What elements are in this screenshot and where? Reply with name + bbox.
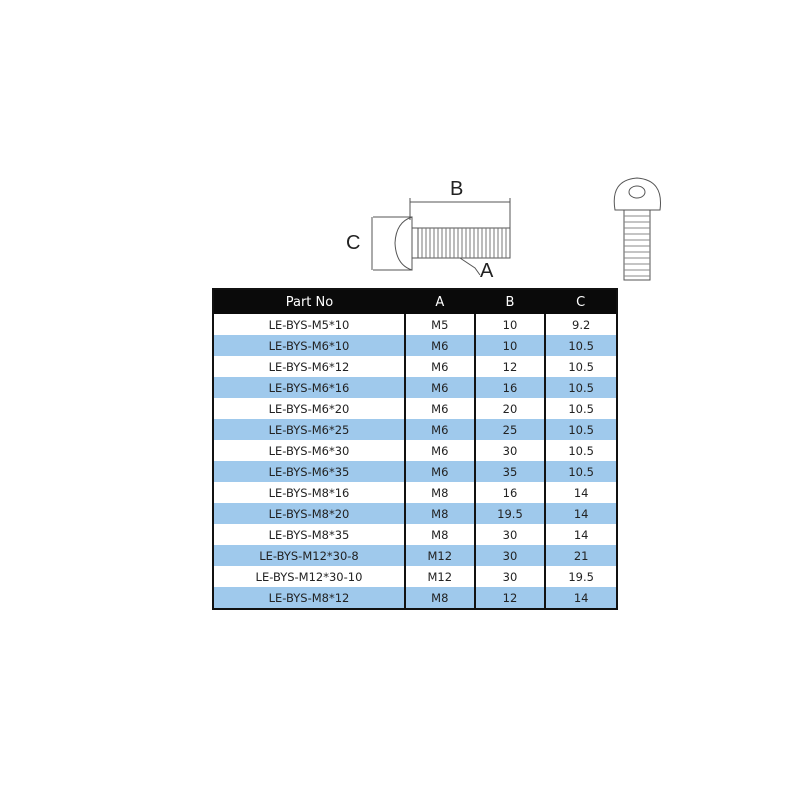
c-cell: 10.5 bbox=[544, 461, 617, 482]
screw-side-view-icon bbox=[371, 177, 662, 281]
c-cell: 14 bbox=[544, 587, 617, 609]
a-cell: M6 bbox=[403, 398, 475, 419]
c-cell: 14 bbox=[544, 524, 617, 545]
c-cell: 10.5 bbox=[544, 377, 617, 398]
dimension-c-label: C bbox=[346, 232, 361, 254]
table-row: LE-BYS-M6*10 M6 10 10.5 bbox=[213, 335, 617, 356]
table-row: LE-BYS-M8*35 M8 30 14 bbox=[213, 524, 617, 545]
b-cell: 20 bbox=[473, 398, 546, 419]
part-no-cell: LE-BYS-M6*12 bbox=[213, 356, 405, 377]
table-row: LE-BYS-M8*12 M8 12 14 bbox=[213, 587, 617, 609]
table-row: LE-BYS-M5*10 M5 10 9.2 bbox=[213, 314, 617, 335]
part-no-cell: LE-BYS-M6*10 bbox=[213, 335, 405, 356]
table-row: LE-BYS-M6*25 M6 25 10.5 bbox=[213, 419, 617, 440]
c-cell: 10.5 bbox=[544, 419, 617, 440]
a-cell: M8 bbox=[403, 587, 475, 609]
table-row: LE-BYS-M6*12 M6 12 10.5 bbox=[213, 356, 617, 377]
b-cell: 16 bbox=[473, 377, 546, 398]
c-cell: 14 bbox=[544, 503, 617, 524]
a-cell: M6 bbox=[403, 377, 475, 398]
c-cell: 14 bbox=[544, 482, 617, 503]
b-cell: 30 bbox=[473, 545, 546, 566]
a-cell: M6 bbox=[403, 356, 475, 377]
table-row: LE-BYS-M12*30-8 M12 30 21 bbox=[213, 545, 617, 566]
table-row: LE-BYS-M8*16 M8 16 14 bbox=[213, 482, 617, 503]
header-b: B bbox=[474, 289, 546, 314]
b-cell: 35 bbox=[473, 461, 546, 482]
table-row: LE-BYS-M6*30 M6 30 10.5 bbox=[213, 440, 617, 461]
part-no-cell: LE-BYS-M8*35 bbox=[213, 524, 405, 545]
header-part-no: Part No bbox=[213, 289, 405, 314]
header-a: A bbox=[404, 289, 475, 314]
b-cell: 16 bbox=[473, 482, 546, 503]
dimension-b-label: B bbox=[450, 178, 464, 200]
header-c: C bbox=[545, 289, 617, 314]
part-no-cell: LE-BYS-M6*30 bbox=[213, 440, 405, 461]
b-cell: 30 bbox=[473, 440, 546, 461]
a-cell: M8 bbox=[403, 503, 475, 524]
c-cell: 10.5 bbox=[544, 356, 617, 377]
table-row: LE-BYS-M6*20 M6 20 10.5 bbox=[213, 398, 617, 419]
part-no-cell: LE-BYS-M8*16 bbox=[213, 482, 405, 503]
a-cell: M6 bbox=[403, 419, 475, 440]
c-cell: 9.2 bbox=[544, 314, 617, 335]
specification-table: Part No A B C LE-BYS-M5*10 M5 10 9.2 LE-BYS-… bbox=[212, 288, 618, 610]
screw-perspective-icon bbox=[613, 177, 662, 281]
a-cell: M8 bbox=[403, 524, 475, 545]
a-cell: M8 bbox=[403, 482, 475, 503]
table-row: LE-BYS-M6*16 M6 16 10.5 bbox=[213, 377, 617, 398]
c-cell: 10.5 bbox=[544, 335, 617, 356]
screw-dimension-diagram: B C A bbox=[340, 170, 680, 290]
b-cell: 19.5 bbox=[473, 503, 546, 524]
part-no-cell: LE-BYS-M12*30-10 bbox=[213, 566, 405, 587]
part-no-cell: LE-BYS-M8*20 bbox=[213, 503, 405, 524]
part-no-cell: LE-BYS-M6*25 bbox=[213, 419, 405, 440]
part-no-cell: LE-BYS-M8*12 bbox=[213, 587, 405, 609]
table-row: LE-BYS-M12*30-10 M12 30 19.5 bbox=[213, 566, 617, 587]
part-no-cell: LE-BYS-M6*16 bbox=[213, 377, 405, 398]
b-cell: 30 bbox=[473, 566, 546, 587]
c-cell: 10.5 bbox=[544, 440, 617, 461]
c-cell: 21 bbox=[544, 545, 617, 566]
part-no-cell: LE-BYS-M12*30-8 bbox=[213, 545, 405, 566]
b-cell: 25 bbox=[473, 419, 546, 440]
a-cell: M6 bbox=[403, 335, 475, 356]
dimension-a-label: A bbox=[480, 260, 494, 282]
table-header-row: Part No A B C bbox=[213, 289, 617, 314]
b-cell: 30 bbox=[473, 524, 546, 545]
a-cell: M5 bbox=[403, 314, 475, 335]
c-cell: 10.5 bbox=[544, 398, 617, 419]
part-no-cell: LE-BYS-M5*10 bbox=[213, 314, 405, 335]
a-cell: M6 bbox=[403, 440, 475, 461]
table-row: LE-BYS-M8*20 M8 19.5 14 bbox=[213, 503, 617, 524]
table-row: LE-BYS-M6*35 M6 35 10.5 bbox=[213, 461, 617, 482]
b-cell: 12 bbox=[473, 356, 546, 377]
a-cell: M12 bbox=[403, 545, 475, 566]
a-cell: M12 bbox=[403, 566, 475, 587]
c-cell: 19.5 bbox=[544, 566, 617, 587]
part-no-cell: LE-BYS-M6*35 bbox=[213, 461, 405, 482]
b-cell: 10 bbox=[473, 314, 546, 335]
b-cell: 12 bbox=[473, 587, 546, 609]
b-cell: 10 bbox=[473, 335, 546, 356]
a-cell: M6 bbox=[403, 461, 475, 482]
part-no-cell: LE-BYS-M6*20 bbox=[213, 398, 405, 419]
